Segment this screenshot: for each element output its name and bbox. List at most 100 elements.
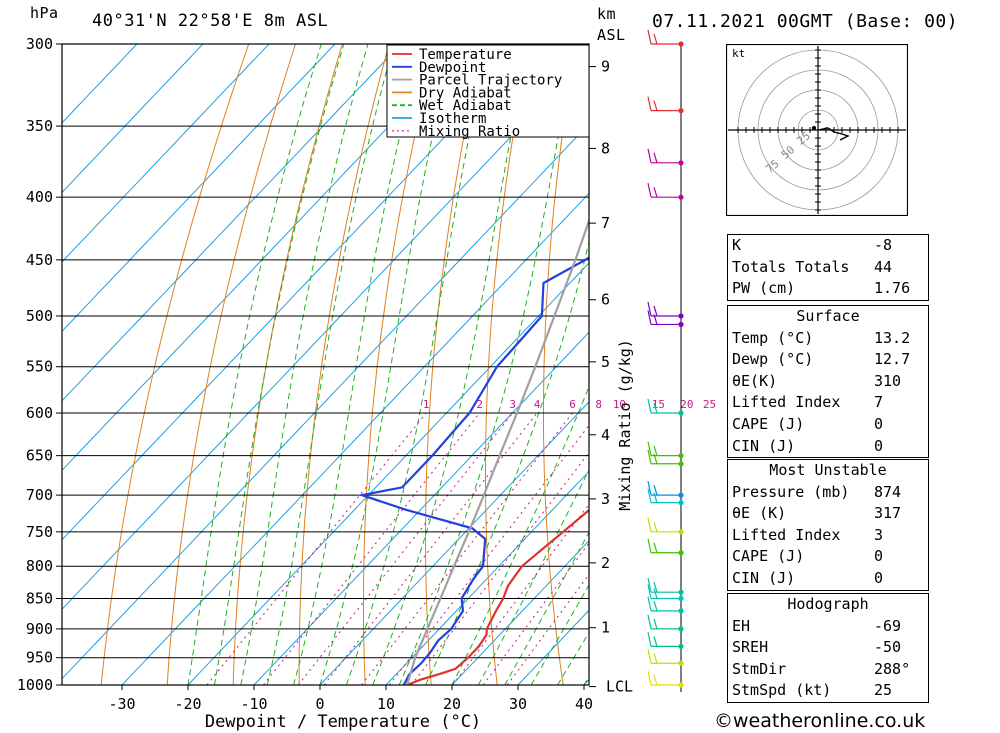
- most-unstable-title: Most Unstable: [769, 461, 887, 479]
- wind-barb-feather: [653, 445, 658, 456]
- table-row: Lifted Index 3: [728, 525, 928, 547]
- row-value: 0: [874, 436, 884, 455]
- dry-adiabat-line: [543, 44, 577, 685]
- mixing-ratio-label: 8: [595, 398, 602, 411]
- mixing-ratio-label: 25: [703, 398, 716, 411]
- row-value: 0: [874, 547, 884, 566]
- hodograph-unit-label: kt: [732, 47, 745, 60]
- wind-barb-feather: [653, 521, 658, 533]
- isotherm-line: [62, 44, 468, 472]
- pressure-tick-label: 950: [26, 649, 53, 667]
- row-value: 7: [874, 393, 884, 412]
- temperature-tick-label: -30: [108, 695, 135, 713]
- wind-barb-feather: [653, 305, 658, 317]
- temperature-tick-label: 10: [377, 695, 395, 713]
- wind-barb: [647, 578, 684, 595]
- surface-table: Surface Temp (°C) 13.2 Dewp (°C) 12.7 θE(K) 3…: [727, 305, 929, 459]
- wind-barb-feather: [653, 674, 658, 686]
- wind-barb-feather: [647, 148, 652, 163]
- wind-barb: [647, 614, 684, 632]
- temperature-tick-label: 20: [443, 695, 461, 713]
- mixing-ratio-label: 15: [652, 398, 665, 411]
- wind-barb-dot: [678, 626, 684, 632]
- wet-adiabat-line: [266, 44, 395, 685]
- wind-barb: [647, 596, 684, 614]
- mixing-ratio-line: [411, 451, 589, 685]
- mixing-ratio-label: 20: [680, 398, 693, 411]
- table-row: Temp (°C) 13.2: [728, 328, 928, 350]
- wind-barb: [647, 670, 684, 688]
- wind-barb: [647, 29, 684, 47]
- row-label: Temp (°C): [732, 328, 814, 347]
- wind-barb-dot: [678, 410, 684, 416]
- km-tick-label: 8: [601, 139, 610, 157]
- wet-adiabat-line: [293, 44, 423, 685]
- row-label: SREH: [732, 638, 769, 657]
- wind-barb-feather: [647, 488, 652, 503]
- wind-barb-dot: [678, 550, 684, 556]
- wind-barb-feather: [653, 453, 658, 464]
- row-value: 12.7: [874, 350, 911, 369]
- row-value: -50: [874, 638, 902, 657]
- row-label: Pressure (mb): [732, 482, 850, 501]
- table-row: CIN (J) 0: [728, 436, 928, 458]
- legend-entry: Isotherm: [419, 111, 486, 127]
- isotherm-line: [62, 44, 138, 124]
- wind-barb-feather: [647, 517, 652, 532]
- wind-barb-dot: [678, 589, 684, 595]
- km-label: km: [597, 5, 617, 23]
- row-value: 3: [874, 525, 884, 544]
- hpa-label: hPa: [30, 4, 59, 22]
- wet-adiabat-line: [477, 468, 589, 685]
- mixing-ratio-label: 3: [509, 398, 516, 411]
- row-label: CAPE (J): [732, 547, 805, 566]
- wind-barb: [647, 632, 684, 649]
- wind-barb-dot: [678, 41, 684, 47]
- pressure-tick-label: 600: [26, 404, 53, 422]
- wind-barb-feather: [653, 314, 658, 325]
- wind-barb: [647, 398, 684, 416]
- pressure-tick-label: 550: [26, 358, 53, 376]
- isotherm-line: [187, 262, 589, 685]
- wind-barb: [647, 538, 684, 556]
- wind-barb-feather: [647, 449, 652, 464]
- wind-barb-dot: [678, 492, 684, 498]
- pressure-tick-label: 850: [26, 589, 53, 607]
- row-label: θE(K): [732, 371, 778, 390]
- wet-adiabat-line: [425, 240, 589, 685]
- wind-barb-feather: [647, 301, 652, 317]
- wind-barb: [647, 148, 684, 166]
- table-row: Pressure (mb) 874: [728, 482, 928, 504]
- pressure-tick-label: 350: [26, 117, 53, 135]
- wind-barb: [647, 441, 684, 459]
- wind-barb-feather: [653, 636, 658, 647]
- row-value: 317: [874, 504, 902, 523]
- wind-barb-feather: [647, 584, 652, 599]
- row-value: 0: [874, 568, 884, 587]
- row-value: 1.76: [874, 279, 911, 298]
- wind-barb-feather: [647, 670, 652, 686]
- isotherm-line: [517, 609, 589, 685]
- wet-adiabat-line: [557, 631, 589, 685]
- wind-barb-dot: [678, 108, 684, 114]
- wind-barb-feather: [647, 578, 652, 593]
- row-label: Totals Totals: [732, 257, 850, 276]
- wind-barb-feather: [647, 649, 652, 664]
- isotherm-line: [62, 44, 336, 333]
- row-label: K: [732, 236, 742, 254]
- row-label: EH: [732, 616, 751, 635]
- copyright-text[interactable]: ©weatheronline.co.uk: [714, 710, 926, 732]
- indices-table: K -8 Totals Totals 44 PW (cm) 1.76: [727, 234, 929, 301]
- row-label: θE (K): [732, 504, 787, 523]
- row-label: Lifted Index: [732, 525, 841, 544]
- pressure-tick-label: 500: [26, 307, 53, 325]
- row-label: CIN (J): [732, 568, 796, 587]
- table-row: Lifted Index 7: [728, 392, 928, 414]
- temperature-tick-label: 40: [575, 695, 593, 713]
- dry-adiabat-line: [654, 44, 695, 685]
- table-row: θE(K) 310: [728, 371, 928, 393]
- wind-barb-feather: [653, 582, 658, 593]
- wind-barb-dot: [678, 529, 684, 535]
- temperature-tick-label: -10: [240, 695, 267, 713]
